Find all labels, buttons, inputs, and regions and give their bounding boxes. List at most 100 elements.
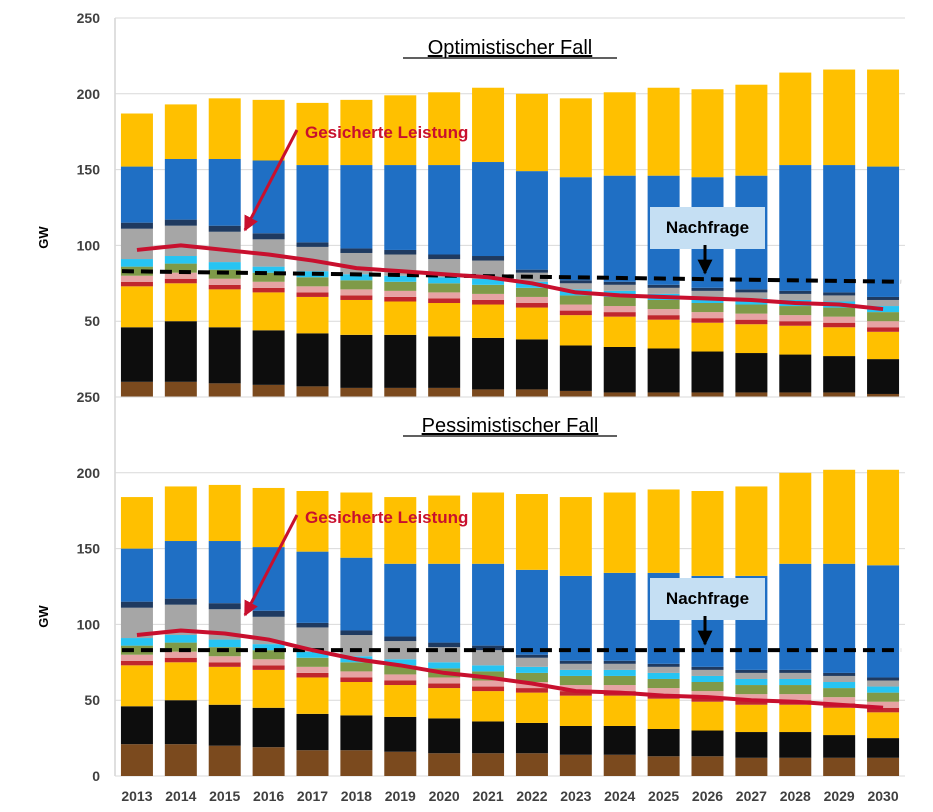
bar-segment bbox=[867, 677, 900, 681]
bar-segment bbox=[120, 259, 153, 267]
bar-segment bbox=[164, 651, 197, 658]
bar-segment bbox=[296, 490, 329, 552]
bar-segment bbox=[647, 319, 680, 349]
bar-segment bbox=[691, 290, 724, 297]
bar-segment bbox=[647, 729, 680, 757]
bar-segment bbox=[164, 256, 197, 264]
bar-segment bbox=[735, 694, 768, 701]
bar-segment bbox=[296, 750, 329, 776]
bar-segment bbox=[867, 166, 900, 297]
bar-segment bbox=[867, 469, 900, 566]
bar-segment bbox=[691, 303, 724, 313]
bar-segment bbox=[779, 165, 812, 291]
bar-segment bbox=[120, 548, 153, 602]
bar-segment bbox=[603, 346, 636, 393]
bar-segment bbox=[428, 165, 461, 255]
bar-segment bbox=[647, 284, 680, 288]
bar-segment bbox=[735, 700, 768, 705]
bar-segment bbox=[515, 307, 548, 340]
bar-segment bbox=[340, 280, 373, 290]
bar-segment bbox=[252, 160, 285, 234]
bar-segment bbox=[164, 598, 197, 605]
bar-segment bbox=[208, 745, 241, 776]
secured-capacity-line bbox=[136, 243, 884, 312]
bar-segment bbox=[208, 284, 241, 290]
bar-segment bbox=[823, 356, 856, 393]
bar-segment bbox=[384, 659, 417, 666]
bar-segment bbox=[823, 675, 856, 683]
bar-segment bbox=[428, 336, 461, 388]
bar-segment bbox=[867, 327, 900, 332]
secured-label: Gesicherte Leistung bbox=[305, 508, 468, 527]
bar-segment bbox=[823, 682, 856, 689]
bar-segment bbox=[691, 669, 724, 676]
bar-segment bbox=[428, 292, 461, 299]
bar-segment bbox=[867, 393, 900, 397]
bar-segment bbox=[515, 666, 548, 673]
y-tick-label: 50 bbox=[84, 313, 100, 329]
bar-segment bbox=[867, 565, 900, 678]
bar-segment bbox=[515, 339, 548, 390]
bar-segment bbox=[779, 685, 812, 695]
bar-segment bbox=[340, 334, 373, 388]
bar-segment bbox=[208, 327, 241, 384]
bar-segment bbox=[340, 387, 373, 397]
bar-segment bbox=[823, 672, 856, 676]
bar-segment bbox=[428, 92, 461, 166]
bar-segment bbox=[647, 309, 680, 316]
bar-segment bbox=[296, 165, 329, 243]
bar-segment bbox=[472, 721, 505, 754]
bar-segment bbox=[164, 158, 197, 220]
bar-segment bbox=[120, 381, 153, 397]
bar-segment bbox=[559, 660, 592, 664]
bar-segment bbox=[823, 165, 856, 293]
bar-segment bbox=[472, 337, 505, 390]
x-tick-label: 2017 bbox=[297, 788, 328, 804]
bar-segment bbox=[559, 177, 592, 281]
bar-segment bbox=[603, 660, 636, 664]
bar-segment bbox=[164, 662, 197, 701]
bar-segment bbox=[384, 296, 417, 302]
bar-segment bbox=[867, 312, 900, 322]
bar-segment bbox=[867, 299, 900, 307]
bar-segment bbox=[208, 262, 241, 270]
bar-segment bbox=[340, 630, 373, 636]
x-tick-label: 2029 bbox=[824, 788, 855, 804]
bar-segment bbox=[252, 384, 285, 397]
bar-segment bbox=[779, 694, 812, 701]
bar-segment bbox=[340, 557, 373, 631]
bar-segment bbox=[779, 325, 812, 355]
bar-segment bbox=[296, 651, 329, 658]
bar-segment bbox=[340, 274, 373, 281]
bar-segment bbox=[691, 756, 724, 776]
bar-segment bbox=[867, 701, 900, 708]
bar-segment bbox=[823, 707, 856, 736]
bar-segment bbox=[647, 287, 680, 294]
bar-segment bbox=[164, 263, 197, 273]
bar-segment bbox=[120, 266, 153, 276]
bar-segment bbox=[867, 359, 900, 394]
bar-segment bbox=[428, 495, 461, 564]
bar-segment bbox=[867, 692, 900, 702]
bar-segment bbox=[779, 392, 812, 397]
bar-segment bbox=[647, 392, 680, 397]
bar-segment bbox=[428, 688, 461, 719]
bar-segment bbox=[164, 642, 197, 652]
demand-label: Nachfrage bbox=[666, 589, 749, 608]
bar-segment bbox=[559, 310, 592, 316]
bar-segment bbox=[779, 306, 812, 316]
bar-segment bbox=[603, 669, 636, 676]
bar-segment bbox=[691, 490, 724, 576]
bar-segment bbox=[296, 672, 329, 678]
bar-segment bbox=[208, 656, 241, 663]
bar-segment bbox=[779, 290, 812, 294]
x-tick-label: 2013 bbox=[121, 788, 152, 804]
bar-segment bbox=[867, 712, 900, 739]
bar-segment bbox=[472, 650, 505, 666]
bar-segment bbox=[208, 158, 241, 226]
bar-segment bbox=[472, 293, 505, 300]
bar-segment bbox=[779, 315, 812, 322]
bar-segment bbox=[252, 707, 285, 748]
bar-segment bbox=[384, 665, 417, 675]
